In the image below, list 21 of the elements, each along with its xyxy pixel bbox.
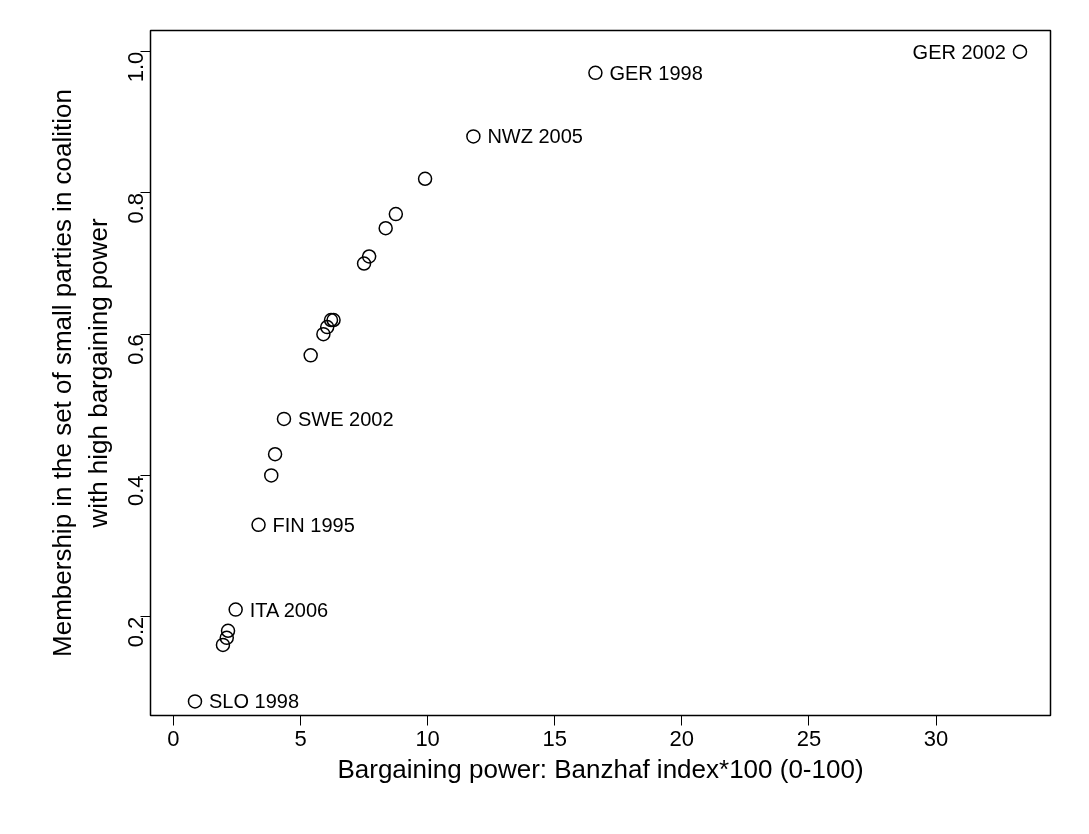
y-tick-label: 0.4	[123, 475, 148, 506]
annotation: ITA 2006	[249, 598, 329, 621]
y-tick-label: 0.6	[123, 334, 148, 365]
x-tick-label: 5	[294, 725, 307, 751]
y-tick-label: 0.2	[123, 616, 148, 648]
x-tick-label: 0	[167, 725, 180, 751]
x-tick-label: 20	[669, 725, 695, 751]
annotation: FIN 1995	[272, 513, 355, 536]
x-tick-label: 15	[542, 725, 567, 751]
y-tick-label: 0.8	[123, 192, 148, 224]
x-tick-label: 30	[923, 725, 949, 751]
annotation: NWZ 2005	[487, 125, 583, 148]
x-axis-title: Bargaining power: Banzhaf index*100 (0-100)	[337, 753, 864, 784]
x-tick-label: 25	[796, 725, 822, 751]
annotation: SWE 2002	[297, 407, 394, 430]
y-tick-label: 1.0	[123, 51, 148, 83]
annotation: SLO 1998	[208, 690, 300, 713]
annotation: GER 1998	[609, 61, 703, 84]
x-tick-label: 10	[415, 725, 440, 751]
annotation: GER 2002	[912, 40, 1006, 63]
y-axis-title: Membership in the set of small parties in coalition with high bargaining power	[46, 89, 113, 657]
